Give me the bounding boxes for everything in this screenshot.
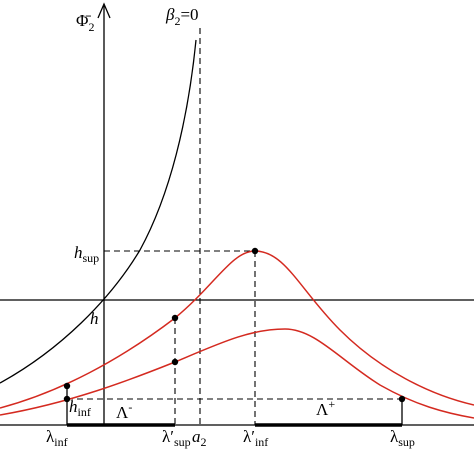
h-inf-sub: inf [78, 405, 91, 419]
interval-plus-main: Λ [316, 400, 329, 419]
point [251, 247, 259, 255]
axis-label-sub: 2 [88, 20, 94, 34]
x-label-main: λ′ [162, 427, 174, 446]
x-label-sub: inf [255, 435, 268, 449]
interval-minus-sup: - [128, 400, 132, 414]
x-label: λinf [46, 427, 68, 449]
h-inf-main: h [69, 397, 78, 416]
x-label: λsup [390, 427, 415, 449]
x-label-sub: sup [398, 435, 415, 449]
h-sup-label: hsup [74, 243, 99, 265]
x-label: a2 [192, 427, 207, 449]
point [63, 382, 71, 390]
asymptote-label: β2=0 [165, 5, 199, 28]
x-label: λ′inf [243, 427, 268, 449]
x-label-main: λ [390, 427, 399, 446]
axis-label: Φ̄2 [76, 11, 94, 34]
interval-minus-main: Λ [116, 403, 129, 422]
asymptote-label-rest: =0 [180, 5, 198, 24]
x-label-sub: sup [174, 435, 191, 449]
x-label: λ′sup [162, 427, 191, 449]
asymptote-label-main: β [165, 5, 175, 24]
point [63, 395, 71, 403]
point [171, 314, 179, 322]
h-inf-label: hinf [69, 397, 91, 419]
h-sup-sub: sup [83, 251, 100, 265]
asymptote-label-sub: 2 [174, 14, 180, 28]
x-label-sub: 2 [201, 435, 207, 449]
h-sup-main: h [74, 243, 83, 262]
y-axis-arrow [97, 2, 111, 19]
interval-plus-label: Λ+ [316, 397, 335, 419]
x-label-sub: inf [54, 435, 67, 449]
h-label: h [90, 309, 99, 328]
points [63, 247, 406, 403]
x-label-main: λ′ [243, 427, 255, 446]
interval-minus-label: Λ- [116, 400, 132, 422]
point [398, 395, 406, 403]
x-label-main: λ [46, 427, 55, 446]
x-labels: λinf λ′sup a2 λ′inf λsup [46, 427, 415, 449]
interval-plus-sup: + [328, 397, 335, 411]
beta-curve [0, 39, 197, 384]
point [171, 358, 179, 366]
lower-curve [0, 328, 474, 419]
axis-label-main: Φ̄ [76, 11, 91, 30]
x-label-main: a [192, 427, 201, 446]
upper-curve [0, 250, 474, 409]
